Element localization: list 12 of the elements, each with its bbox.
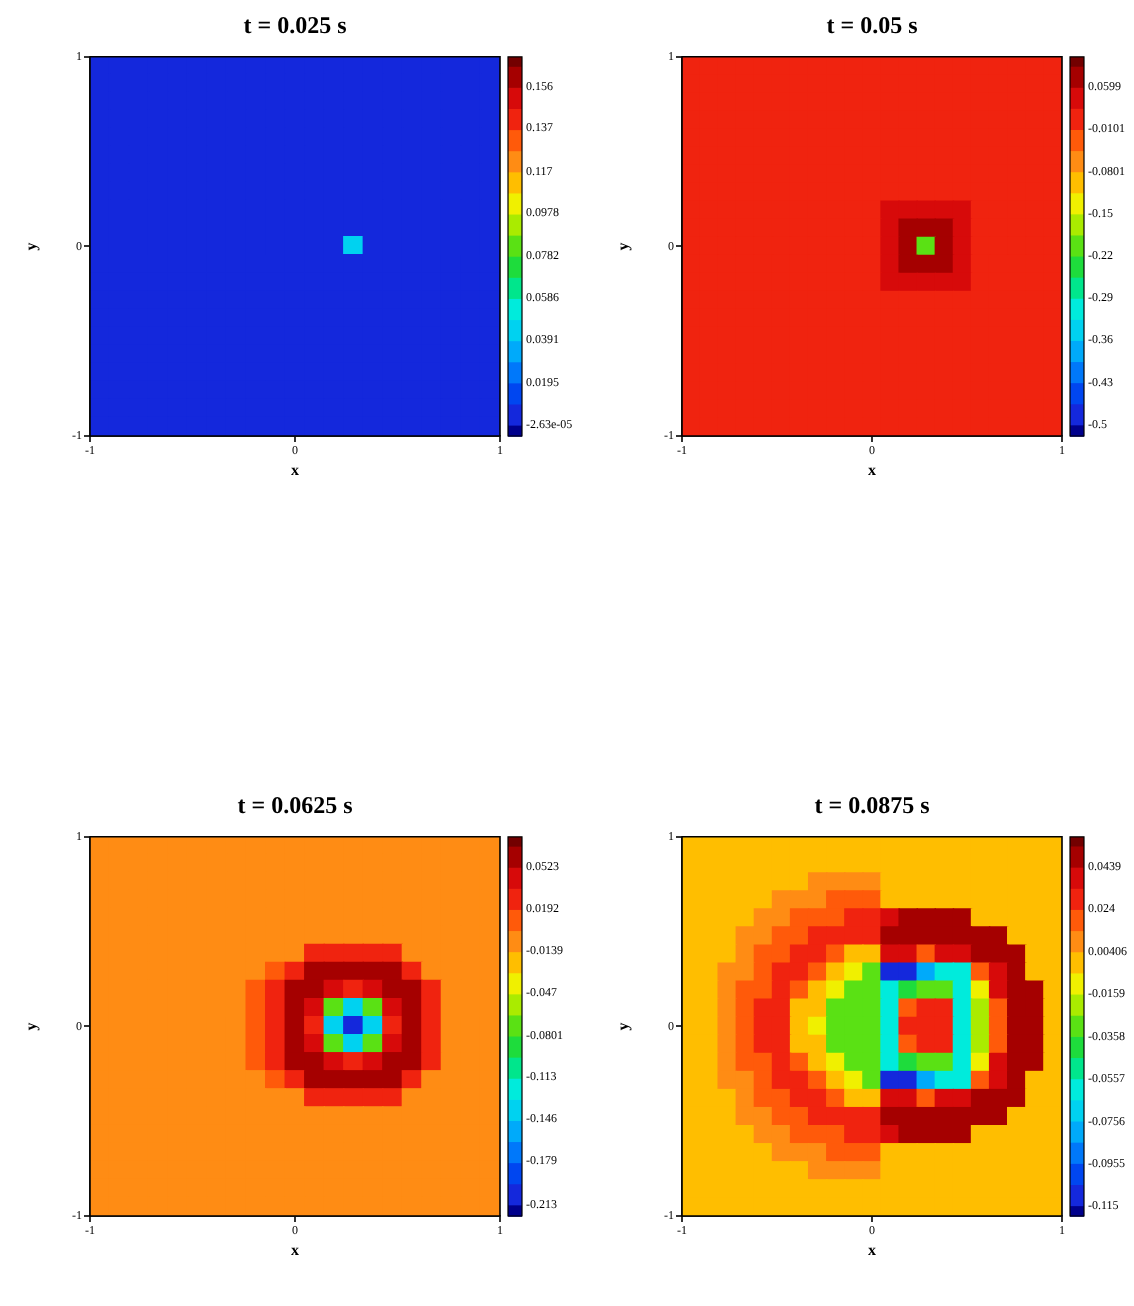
chart-title: t = 0.05 s <box>826 10 919 39</box>
x-axis-title: x <box>291 1240 299 1259</box>
y-axis-title: y <box>21 242 40 251</box>
chart-title: t = 0.0625 s <box>237 790 354 819</box>
x-axis-title: x <box>291 460 299 479</box>
x-axis-title: x <box>868 460 876 479</box>
chart-title: t = 0.0875 s <box>814 790 931 819</box>
y-axis-title: y <box>613 242 632 251</box>
y-axis-title: y <box>613 1022 632 1031</box>
chart-title: t = 0.025 s <box>243 10 348 39</box>
y-axis-title: y <box>21 1022 40 1031</box>
x-axis-title: x <box>868 1240 876 1259</box>
